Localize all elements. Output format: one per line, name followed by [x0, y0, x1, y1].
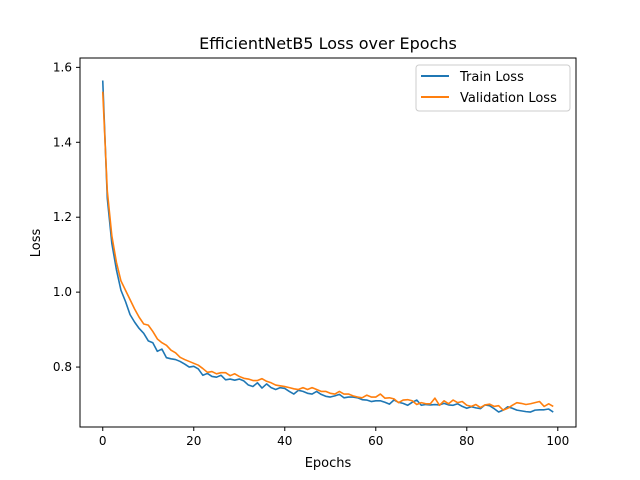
x-axis-label: Epochs — [305, 456, 352, 471]
x-tick-label: 60 — [368, 434, 383, 448]
legend: Train Loss Validation Loss — [415, 64, 571, 112]
chart-title: EfficientNetB5 Loss over Epochs — [199, 34, 457, 53]
legend-label-train-loss: Train Loss — [459, 70, 524, 85]
y-axis-label: Loss — [29, 229, 44, 258]
x-tick-label: 40 — [277, 434, 292, 448]
series-line-train-loss — [101, 80, 554, 413]
y-tick-label: 1.6 — [53, 60, 72, 74]
plot-area-frame — [79, 57, 577, 428]
legend-label-validation-loss: Validation Loss — [460, 91, 557, 106]
x-tick-label: 0 — [99, 434, 107, 448]
y-tick-label: 1.4 — [53, 135, 72, 149]
series-line-validation-loss — [101, 91, 554, 411]
legend-box — [415, 64, 571, 112]
y-tick-label: 0.8 — [53, 360, 72, 374]
y-tick-label: 1.0 — [53, 285, 72, 299]
y-tick-label: 1.2 — [53, 210, 72, 224]
x-tick-label: 20 — [186, 434, 201, 448]
x-axis-ticks: 0 20 40 60 80 100 — [99, 427, 569, 448]
x-tick-label: 80 — [459, 434, 474, 448]
series-layer — [101, 80, 554, 413]
y-axis-ticks: 0.8 1.0 1.2 1.4 1.6 — [53, 60, 80, 374]
x-tick-label: 100 — [546, 434, 569, 448]
